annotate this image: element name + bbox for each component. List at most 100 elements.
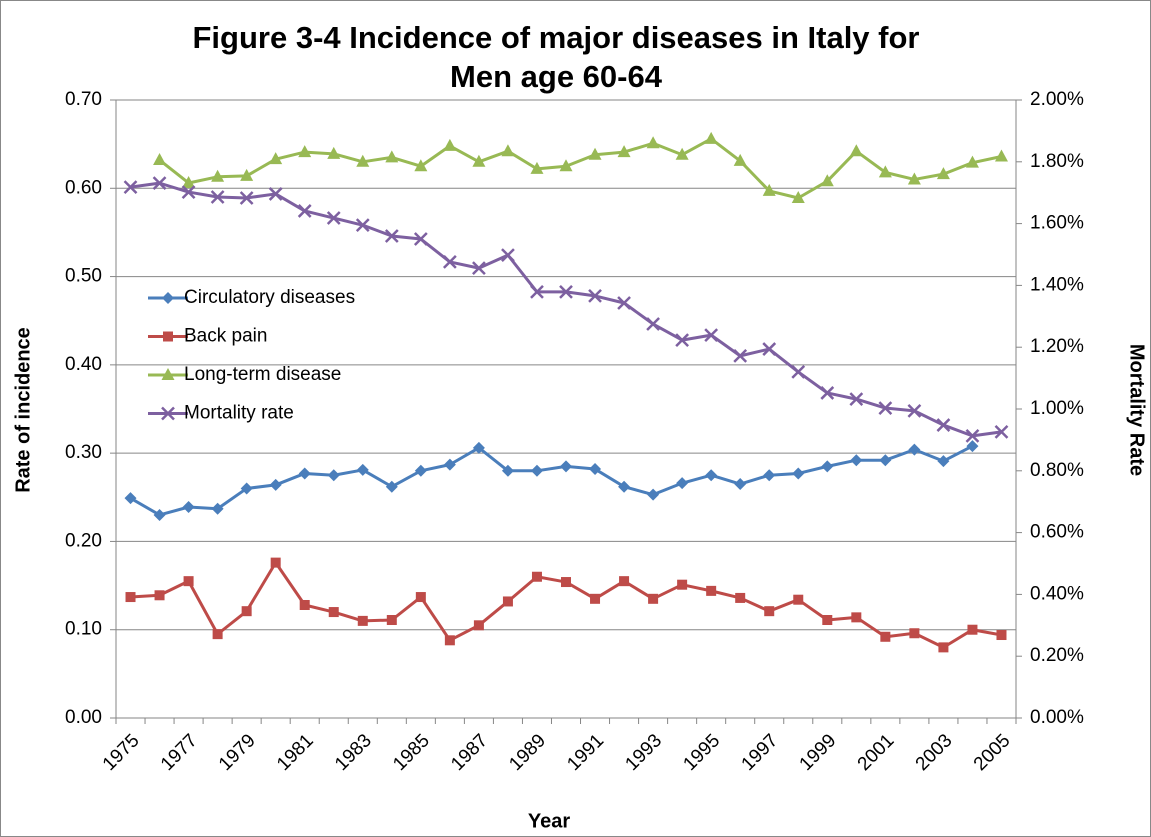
marker (530, 161, 544, 174)
y-tick-label: 0.10 (65, 619, 102, 640)
marker (965, 155, 979, 168)
marker (849, 144, 863, 157)
marker (618, 480, 631, 493)
marker (937, 455, 950, 468)
marker (619, 576, 630, 587)
marker (385, 150, 399, 163)
marker (413, 232, 428, 246)
marker (182, 500, 195, 513)
marker (762, 183, 776, 196)
marker (153, 153, 167, 166)
marker (239, 191, 254, 205)
marker (472, 441, 485, 454)
marker (355, 218, 370, 233)
y2-tick-label: 1.20% (1030, 336, 1084, 357)
marker (822, 615, 833, 626)
marker (647, 488, 660, 501)
marker (356, 463, 369, 476)
y-tick-label: 0.30 (65, 442, 102, 463)
marker (501, 248, 515, 263)
marker (298, 467, 311, 480)
marker (967, 624, 978, 635)
marker (385, 480, 398, 493)
marker (677, 579, 688, 590)
marker (297, 204, 312, 218)
marker (850, 454, 863, 467)
marker (878, 401, 893, 415)
marker (820, 174, 834, 187)
marker (269, 478, 282, 491)
marker (326, 211, 341, 225)
y2-tick-label: 0.20% (1030, 645, 1084, 666)
marker (763, 469, 776, 482)
marker (762, 342, 777, 356)
marker (183, 576, 194, 587)
marker (735, 592, 746, 603)
marker (270, 557, 281, 568)
marker (531, 571, 542, 582)
legend-marker (162, 292, 174, 304)
marker (994, 424, 1009, 439)
y-tick-label: 0.50 (65, 266, 102, 287)
legend-label: Long-term disease (184, 364, 341, 385)
y-tick-label: 0.70 (65, 89, 102, 110)
marker (560, 460, 572, 473)
marker (182, 175, 196, 188)
marker (502, 596, 513, 607)
marker (879, 454, 892, 467)
marker (357, 615, 368, 626)
y2-tick-label: 1.40% (1030, 274, 1084, 295)
legend-marker (163, 331, 173, 342)
marker (327, 146, 341, 159)
marker (676, 477, 689, 490)
legend-label: Mortality rate (184, 403, 294, 424)
legend-label: Circulatory diseases (184, 287, 355, 308)
marker (646, 136, 660, 149)
marker (791, 365, 806, 379)
marker (996, 630, 1007, 641)
marker (588, 289, 602, 303)
marker (443, 138, 457, 151)
marker (125, 592, 136, 603)
marker (908, 443, 921, 456)
y2-tick-label: 0.80% (1030, 460, 1084, 481)
marker (153, 508, 166, 521)
legend-marker (161, 368, 175, 380)
marker (152, 176, 167, 191)
marker (473, 620, 484, 631)
marker (648, 593, 659, 604)
marker (472, 154, 486, 167)
marker (240, 482, 253, 495)
marker (733, 153, 747, 166)
y-tick-label: 0.00 (65, 707, 102, 728)
marker (793, 594, 804, 605)
chart-title: Figure 3-4 Incidence of major diseases i… (192, 20, 919, 55)
marker (704, 328, 719, 343)
marker (617, 145, 631, 158)
marker (328, 607, 339, 618)
y-tick-label: 0.60 (65, 177, 102, 198)
y2-tick-label: 0.40% (1030, 583, 1084, 604)
marker (211, 169, 225, 182)
marker (444, 635, 455, 646)
marker (154, 590, 165, 601)
marker (268, 187, 283, 201)
marker (907, 172, 921, 185)
marker (414, 464, 427, 477)
marker (936, 167, 950, 180)
marker (559, 159, 573, 172)
marker (384, 229, 399, 243)
marker (617, 296, 631, 310)
marker (705, 469, 718, 482)
x-axis-title: Year (528, 810, 570, 832)
marker (704, 131, 718, 144)
y2-tick-label: 1.00% (1030, 398, 1084, 419)
marker (472, 261, 486, 275)
marker (966, 440, 979, 453)
marker (965, 428, 980, 443)
chart-title: Men age 60-64 (450, 59, 663, 94)
marker (733, 348, 748, 363)
marker (443, 458, 456, 471)
